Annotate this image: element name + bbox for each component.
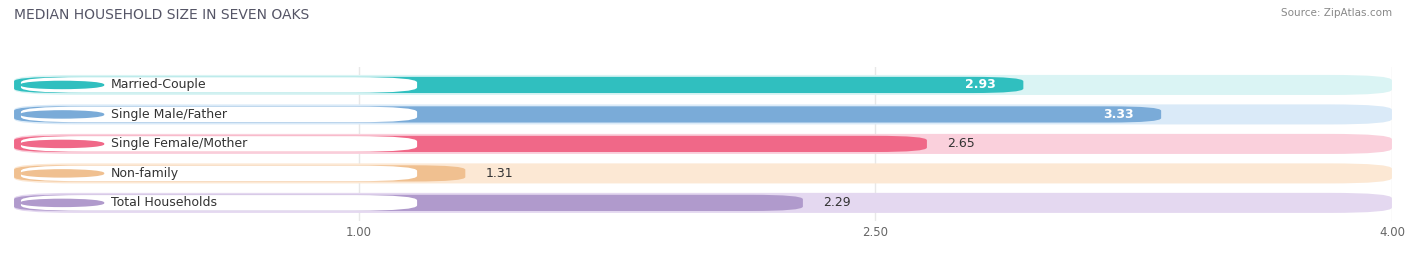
Circle shape	[21, 140, 104, 147]
Text: Single Female/Mother: Single Female/Mother	[111, 137, 247, 150]
FancyBboxPatch shape	[21, 77, 418, 93]
Text: 2.29: 2.29	[824, 196, 851, 209]
Text: 2.65: 2.65	[948, 137, 976, 150]
FancyBboxPatch shape	[14, 134, 1392, 154]
Circle shape	[21, 170, 104, 177]
Text: Married-Couple: Married-Couple	[111, 79, 207, 91]
FancyBboxPatch shape	[21, 166, 418, 181]
Text: Source: ZipAtlas.com: Source: ZipAtlas.com	[1281, 8, 1392, 18]
Text: Non-family: Non-family	[111, 167, 179, 180]
FancyBboxPatch shape	[21, 136, 418, 152]
Text: 2.93: 2.93	[965, 79, 995, 91]
Circle shape	[21, 111, 104, 118]
FancyBboxPatch shape	[14, 104, 1392, 125]
Circle shape	[21, 82, 104, 89]
FancyBboxPatch shape	[14, 165, 465, 182]
FancyBboxPatch shape	[14, 77, 1024, 93]
FancyBboxPatch shape	[21, 107, 418, 122]
Text: Total Households: Total Households	[111, 196, 217, 209]
FancyBboxPatch shape	[14, 195, 803, 211]
Circle shape	[21, 199, 104, 206]
Text: MEDIAN HOUSEHOLD SIZE IN SEVEN OAKS: MEDIAN HOUSEHOLD SIZE IN SEVEN OAKS	[14, 8, 309, 22]
Text: 3.33: 3.33	[1102, 108, 1133, 121]
FancyBboxPatch shape	[14, 106, 1161, 123]
FancyBboxPatch shape	[14, 163, 1392, 183]
FancyBboxPatch shape	[14, 75, 1392, 95]
FancyBboxPatch shape	[14, 193, 1392, 213]
FancyBboxPatch shape	[21, 195, 418, 211]
Text: 1.31: 1.31	[486, 167, 513, 180]
Text: Single Male/Father: Single Male/Father	[111, 108, 226, 121]
FancyBboxPatch shape	[14, 136, 927, 152]
